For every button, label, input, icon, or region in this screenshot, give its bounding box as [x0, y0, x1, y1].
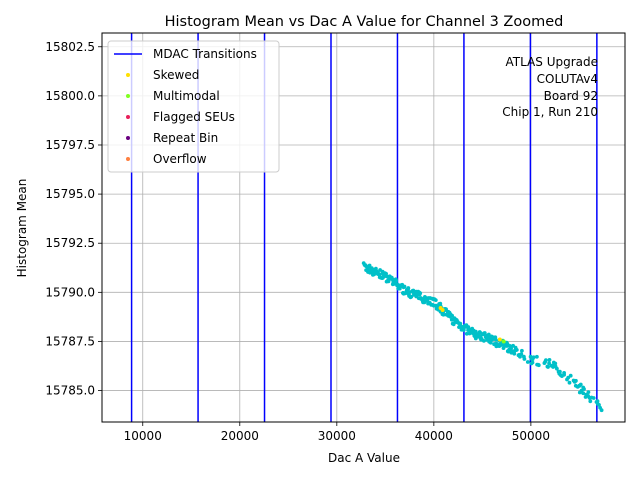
data-point [574, 378, 578, 383]
data-point [599, 408, 604, 413]
data-point [530, 360, 535, 365]
legend-label-mdac-transitions: MDAC Transitions [153, 47, 257, 61]
plot-frame [101, 32, 626, 423]
x-tick-label: 20000 [221, 429, 259, 443]
data-point [377, 273, 382, 277]
data-point [402, 284, 407, 289]
x-tick-label: 40000 [415, 429, 453, 443]
data-point [367, 263, 372, 268]
chart-title: Histogram Mean vs Dac A Value for Channe… [165, 14, 564, 30]
legend-label-repeat-bin: Repeat Bin [153, 131, 218, 145]
y-tick-label: 15787.5 [45, 334, 95, 348]
data-point [404, 290, 409, 294]
y-axis-ticks: 15785.0 15787.5 15790.0 15792.5 15795.0 15797… [45, 40, 102, 398]
x-tick-label: 30000 [318, 429, 356, 443]
y-tick-label: 15790.0 [45, 285, 95, 299]
data-point [384, 271, 388, 276]
data-point [578, 382, 583, 387]
x-tick-label: 50000 [512, 429, 550, 443]
data-point [514, 348, 519, 352]
data-point [582, 387, 586, 391]
legend-overflow-icon [126, 157, 130, 161]
data-point [547, 361, 551, 366]
data-point [488, 340, 493, 345]
data-point [519, 352, 524, 356]
data-point [512, 351, 517, 356]
data-point [555, 366, 559, 371]
y-tick-label: 15795.0 [45, 187, 95, 201]
y-tick-label: 15792.5 [45, 236, 95, 250]
legend-label-skewed: Skewed [153, 68, 199, 82]
annotation-line-3: Board 92 [544, 89, 598, 103]
data-point [422, 299, 427, 304]
y-tick-label: 15802.5 [45, 40, 95, 54]
x-axis-ticks: 10000 20000 30000 40000 50000 [124, 422, 550, 443]
data-point-multimodal [501, 339, 506, 344]
data-point-skewed [497, 337, 502, 342]
annotation-line-1: ATLAS Upgrade [505, 55, 598, 69]
data-point [501, 346, 506, 350]
data-point [544, 358, 548, 363]
data-point [595, 399, 600, 403]
data-point [581, 391, 586, 396]
y-tick-label: 15800.0 [45, 89, 95, 103]
legend-label-multimodal: Multimodal [153, 89, 220, 103]
data-point [597, 403, 601, 407]
data-point [562, 372, 566, 377]
data-point [531, 355, 536, 360]
data-point [591, 396, 596, 400]
data-point [547, 358, 552, 362]
x-axis-label: Dac A Value [328, 451, 400, 465]
data-point [586, 390, 591, 394]
data-point [536, 363, 541, 368]
data-point [406, 286, 411, 290]
data-point [509, 346, 513, 351]
legend-label-flagged-seus: Flagged SEUs [153, 110, 235, 124]
data-point [486, 334, 491, 339]
data-point [461, 328, 466, 332]
annotation: ATLAS Upgrade COLUTAv4 Board 92 Chip 1, … [502, 55, 598, 119]
data-point [525, 360, 530, 364]
y-tick-label: 15785.0 [45, 384, 95, 398]
data-point [567, 380, 572, 385]
legend-skewed-icon [126, 73, 130, 77]
data-point [568, 373, 573, 378]
legend-box [107, 40, 280, 173]
data-point [520, 348, 524, 353]
annotation-line-2: COLUTAv4 [537, 72, 598, 86]
data-point [450, 313, 454, 318]
data-point-skewed [440, 308, 445, 313]
legend-label-overflow: Overflow [153, 152, 207, 166]
data-point [418, 291, 423, 296]
legend-repeat-bin-icon [126, 136, 130, 140]
x-tick-label: 10000 [124, 429, 162, 443]
data-point [588, 399, 593, 404]
y-tick-label: 15797.5 [45, 138, 95, 152]
annotation-line-4: Chip 1, Run 210 [502, 105, 598, 119]
data-point [441, 312, 446, 317]
data-point [493, 337, 498, 342]
data-point [553, 361, 558, 366]
data-point [482, 339, 486, 343]
data-points [361, 261, 604, 413]
legend: MDAC Transitions Skewed Multimodal Flagg… [107, 40, 280, 173]
data-point [546, 365, 550, 369]
y-axis-label: Histogram Mean [15, 179, 29, 278]
data-point [535, 354, 539, 359]
legend-multimodal-icon [126, 94, 130, 98]
data-point [558, 369, 562, 374]
data-point [409, 294, 414, 299]
data-point [433, 298, 438, 302]
data-point [444, 307, 448, 311]
legend-flagged-seus-icon [126, 115, 130, 119]
grid [102, 33, 625, 422]
data-point [522, 357, 527, 361]
